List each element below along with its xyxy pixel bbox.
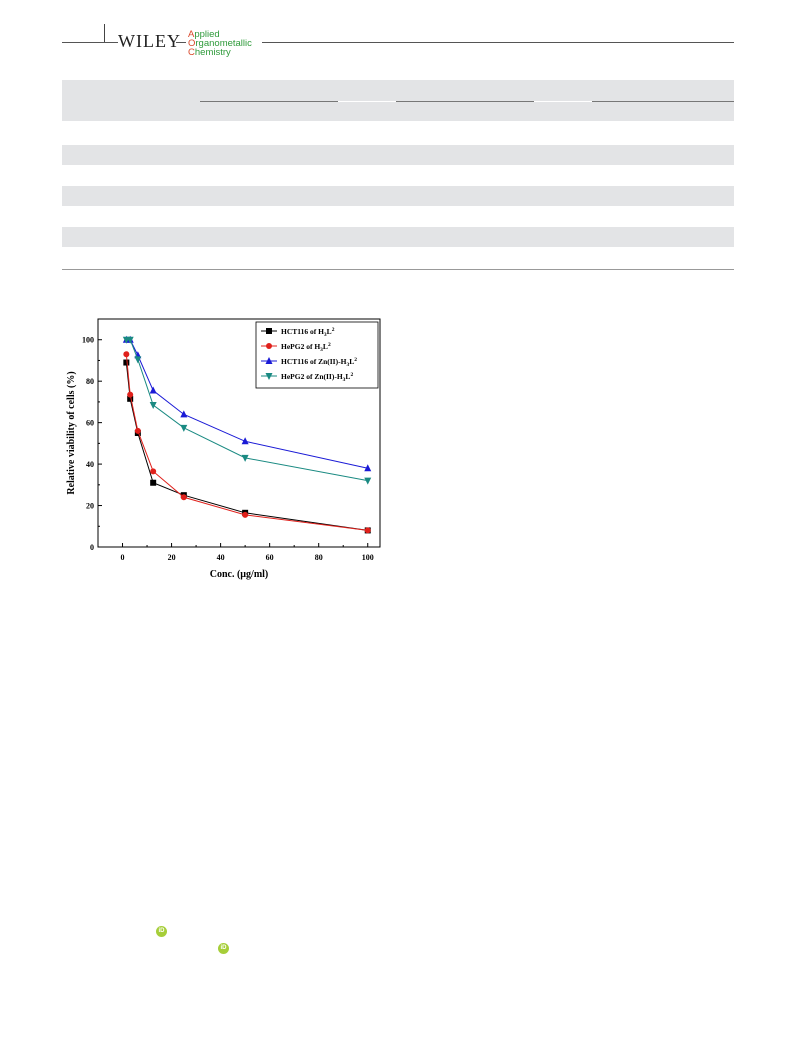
y-tick-label: 0	[90, 543, 94, 552]
y-tick-label: 80	[86, 377, 94, 386]
journal-line-3: Chemistry	[188, 47, 252, 58]
data-point	[123, 351, 130, 358]
data-point	[180, 410, 188, 418]
journal-initial-2: O	[188, 38, 196, 49]
data-point	[364, 464, 372, 472]
x-tick-label: 60	[266, 553, 274, 562]
legend-marker	[266, 328, 272, 334]
legend-box	[255, 321, 379, 389]
data-point	[241, 437, 249, 445]
data-point	[150, 479, 157, 486]
journal-line-2: Organometallic	[188, 38, 252, 49]
y-tick-label: 100	[82, 336, 94, 345]
legend-label: HCT116 of Zn(II)-H3L2	[281, 357, 357, 368]
x-tick-label: 20	[168, 553, 176, 562]
journal-logo: Applied Organometallic Chemistry	[188, 29, 252, 58]
data-point	[180, 424, 188, 432]
journal-rest-1: pplied	[194, 29, 220, 40]
table-row	[62, 145, 734, 165]
journal-rest-3: hemistry	[194, 47, 231, 58]
data-point	[134, 356, 142, 364]
x-tick-label: 80	[315, 553, 323, 562]
table-row	[62, 227, 734, 247]
header-rule-left	[62, 42, 118, 43]
viability-chart: 0 20 40 60 80 100 0 20 40 60 80 100 Conc. (µg/ml) Rel…	[66, 318, 381, 580]
y-tick-label: 40	[86, 460, 94, 469]
journal-rest-2: rganometallic	[195, 38, 252, 49]
x-tick-label: 0	[121, 553, 125, 562]
table-header-gap	[534, 101, 592, 102]
logo-dash	[176, 42, 186, 43]
journal-initial-1: A	[188, 29, 195, 40]
legend-marker	[266, 343, 272, 349]
legend-marker	[265, 373, 273, 380]
header-rule-right	[262, 42, 734, 43]
data-point	[134, 427, 141, 434]
publisher-logo: WILEY	[118, 31, 181, 51]
legend-label: HePG2 of Zn(II)-H3L2	[281, 372, 353, 383]
data-point	[150, 468, 157, 475]
data-point	[126, 336, 134, 344]
x-tick-label: 100	[362, 553, 374, 562]
table-row	[62, 186, 734, 206]
legend-label: HCT116 of H3L2	[281, 327, 335, 338]
data-point	[364, 527, 371, 534]
data-point	[242, 511, 249, 518]
data-point	[241, 454, 249, 462]
plot-frame	[97, 318, 381, 548]
legend-label: HePG2 of H3L2	[281, 342, 331, 353]
table-bottom-rule	[62, 269, 734, 270]
orcid-icon[interactable]: iD	[156, 926, 167, 937]
x-tick-label: 40	[217, 553, 225, 562]
table-header-gap	[338, 101, 396, 102]
orcid-icon[interactable]: iD	[218, 943, 229, 954]
y-tick-label: 60	[86, 419, 94, 428]
journal-line-1: Applied	[188, 29, 252, 40]
journal-initial-3: C	[188, 47, 195, 58]
x-axis-label: Conc. (µg/ml)	[210, 569, 269, 580]
data-point	[180, 494, 187, 501]
data-point	[149, 402, 157, 410]
data-point	[127, 391, 134, 398]
table-header-rule	[200, 101, 734, 102]
header-divider	[104, 24, 105, 42]
data-point	[123, 359, 130, 366]
legend-marker	[265, 357, 273, 364]
data-point	[149, 386, 157, 394]
data-point	[127, 395, 134, 402]
table-header	[62, 80, 734, 121]
y-axis-label: Relative viability of cells (%)	[66, 371, 77, 494]
y-tick-label: 20	[86, 502, 94, 511]
data-point	[364, 477, 372, 485]
